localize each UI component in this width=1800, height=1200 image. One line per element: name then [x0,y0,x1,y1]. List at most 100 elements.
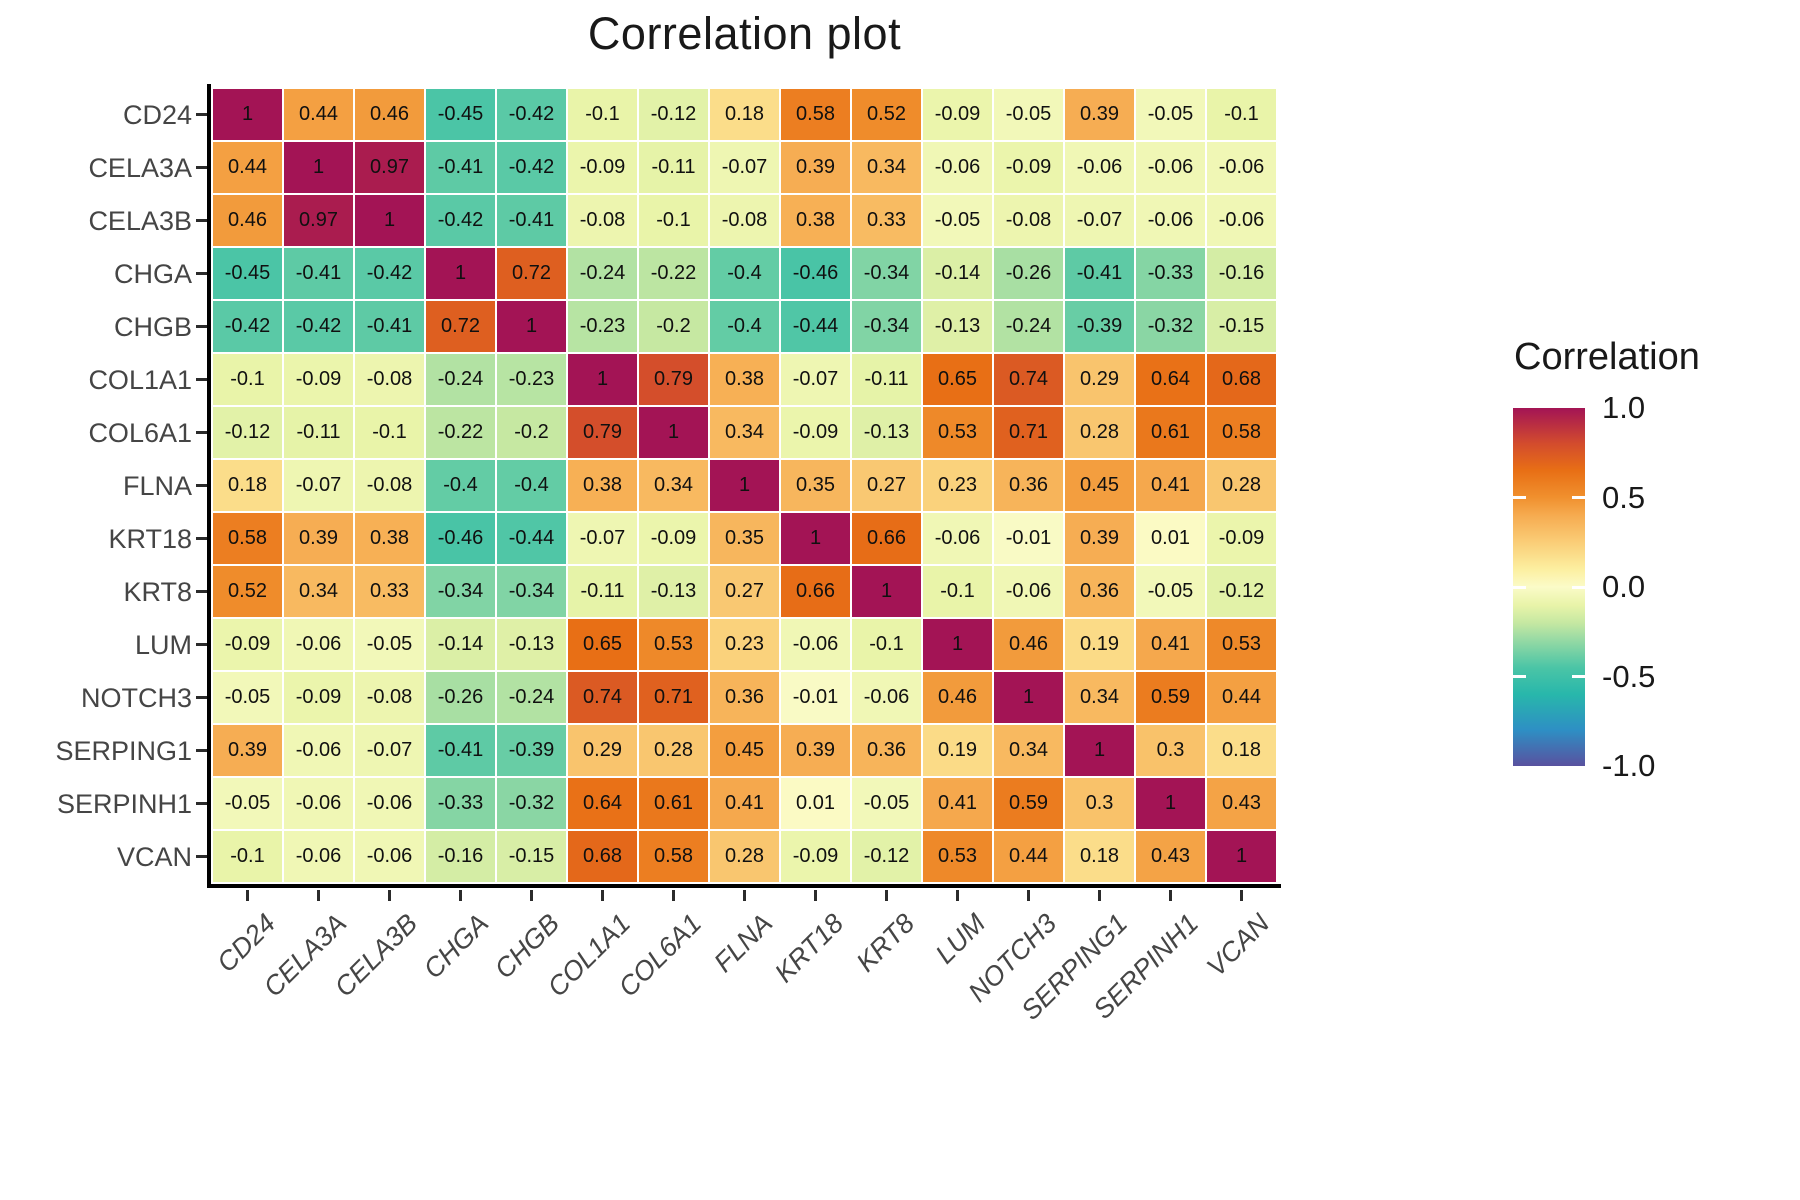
x-axis-tick [1027,890,1030,901]
heatmap-cell: -0.06 [354,830,425,883]
heatmap-cell: 0.58 [212,512,283,565]
y-axis-line [207,84,211,888]
heatmap-cell: 0.74 [567,671,638,724]
heatmap-cell: 0.36 [851,724,922,777]
heatmap-cell: -0.06 [283,724,354,777]
heatmap-cell: -0.1 [922,565,993,618]
heatmap-grid: 1 0.44 0.46 -0.45 -0.42 -0.1 -0.12 0.18 0.58 0.52… [212,88,1277,883]
heatmap-cell: 0.3 [1064,777,1135,830]
heatmap-cell: 1 [922,618,993,671]
y-axis-label: SERPINH1 [56,788,192,819]
heatmap-cell: 0.58 [780,88,851,141]
heatmap-cell: 0.66 [780,565,851,618]
heatmap-cell: -0.4 [709,300,780,353]
y-axis-label: LUM [134,629,192,660]
x-axis-tick [956,890,959,901]
heatmap-cell: -0.06 [780,618,851,671]
heatmap-cell: 0.19 [1064,618,1135,671]
heatmap-cell: -0.09 [780,406,851,459]
heatmap-cell: 0.23 [709,618,780,671]
heatmap-cell: 0.68 [1206,353,1277,406]
heatmap-cell: 1 [1206,830,1277,883]
heatmap-cell: -0.08 [993,194,1064,247]
heatmap-cell: 0.59 [1135,671,1206,724]
heatmap-cell: -0.4 [425,459,496,512]
y-axis-tick [196,802,207,805]
heatmap-cell: 0.39 [780,141,851,194]
legend-colorbar-tick [1513,496,1526,499]
heatmap-cell: -0.09 [993,141,1064,194]
heatmap-cell: 1 [709,459,780,512]
heatmap-cell: -0.05 [212,777,283,830]
heatmap-cell: 0.18 [1206,724,1277,777]
x-axis-line [207,884,1281,888]
heatmap-cell: -0.4 [496,459,567,512]
heatmap-cell: -0.24 [425,353,496,406]
heatmap-cell: -0.32 [496,777,567,830]
heatmap-cell: 0.43 [1135,830,1206,883]
heatmap-cell: 0.18 [1064,830,1135,883]
heatmap-cell: 0.39 [283,512,354,565]
heatmap-cell: -0.45 [425,88,496,141]
heatmap-cell: -0.39 [496,724,567,777]
x-axis-tick [1169,890,1172,901]
y-axis-tick [196,537,207,540]
heatmap-cell: 0.33 [851,194,922,247]
heatmap-cell: 0.38 [354,512,425,565]
heatmap-cell: -0.07 [1064,194,1135,247]
heatmap-cell: -0.45 [212,247,283,300]
legend-colorbar-tick [1572,496,1585,499]
heatmap-cell: 0.66 [851,512,922,565]
heatmap-cell: -0.1 [1206,88,1277,141]
heatmap-cell: 1 [425,247,496,300]
heatmap-cell: 0.52 [851,88,922,141]
heatmap-cell: -0.33 [1135,247,1206,300]
heatmap-cell: -0.1 [851,618,922,671]
heatmap-cell: 0.01 [780,777,851,830]
heatmap-cell: -0.46 [425,512,496,565]
heatmap-cell: 0.74 [993,353,1064,406]
heatmap-cell: -0.14 [922,247,993,300]
heatmap-cell: 0.58 [638,830,709,883]
heatmap-cell: 0.33 [354,565,425,618]
heatmap-cell: 0.34 [283,565,354,618]
heatmap-cell: -0.06 [1206,194,1277,247]
x-axis-tick [530,890,533,901]
heatmap-cell: 0.65 [567,618,638,671]
heatmap-cell: -0.12 [638,88,709,141]
heatmap-cell: 0.18 [709,88,780,141]
heatmap-cell: -0.11 [638,141,709,194]
heatmap-cell: 0.41 [1135,618,1206,671]
heatmap-cell: -0.4 [709,247,780,300]
heatmap-cell: -0.41 [1064,247,1135,300]
heatmap-cell: -0.11 [283,406,354,459]
heatmap-cell: 0.29 [1064,353,1135,406]
heatmap-cell: -0.42 [496,88,567,141]
heatmap-cell: 1 [851,565,922,618]
y-axis-label: NOTCH3 [80,682,192,713]
heatmap-cell: -0.34 [851,247,922,300]
heatmap-cell: 0.34 [1064,671,1135,724]
heatmap-cell: 1 [354,194,425,247]
heatmap-cell: -0.05 [1135,565,1206,618]
heatmap-cell: -0.1 [212,830,283,883]
legend-tick-label: 0.0 [1602,569,1646,604]
y-axis-tick [196,272,207,275]
heatmap-cell: -0.34 [851,300,922,353]
heatmap-cell: 0.19 [922,724,993,777]
heatmap-cell: -0.06 [922,141,993,194]
heatmap-cell: 0.36 [1064,565,1135,618]
heatmap-cell: -0.41 [283,247,354,300]
heatmap-cell: 0.38 [709,353,780,406]
heatmap-cell: 0.3 [1135,724,1206,777]
heatmap-cell: -0.11 [851,353,922,406]
heatmap-cell: -0.44 [780,300,851,353]
heatmap-cell: 0.18 [212,459,283,512]
heatmap-cell: -0.1 [567,88,638,141]
heatmap-cell: -0.42 [283,300,354,353]
heatmap-cell: -0.08 [709,194,780,247]
heatmap-cell: -0.23 [496,353,567,406]
heatmap-cell: -0.05 [354,618,425,671]
heatmap-cell: -0.06 [851,671,922,724]
heatmap-cell: -0.07 [354,724,425,777]
